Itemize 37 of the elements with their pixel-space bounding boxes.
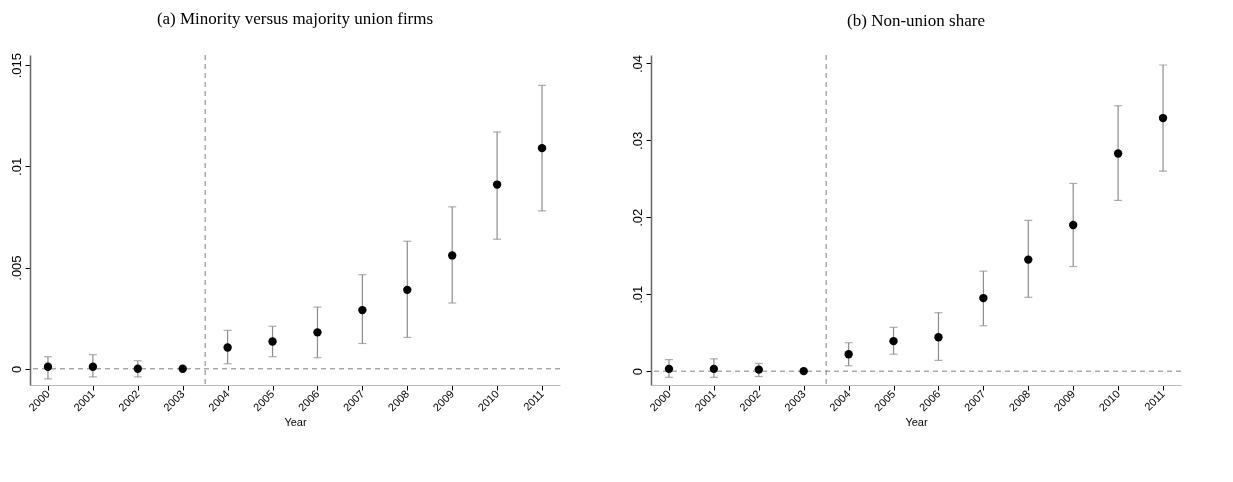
point bbox=[223, 343, 232, 352]
point bbox=[934, 333, 943, 342]
y-tick-label: 0 bbox=[8, 365, 24, 373]
point bbox=[1069, 220, 1078, 230]
point bbox=[358, 305, 367, 315]
point bbox=[133, 364, 142, 373]
y-tick-label: .005 bbox=[8, 255, 24, 281]
point bbox=[844, 350, 853, 359]
point bbox=[313, 328, 322, 337]
x-axis-title: Year bbox=[284, 416, 307, 429]
y-tick-label: .01 bbox=[629, 285, 645, 304]
point bbox=[979, 293, 988, 303]
point bbox=[268, 337, 277, 346]
point bbox=[889, 336, 898, 346]
point bbox=[403, 285, 412, 295]
y-tick-label: .03 bbox=[629, 131, 645, 150]
point bbox=[1158, 113, 1168, 123]
point bbox=[1024, 255, 1033, 264]
point bbox=[1113, 149, 1123, 158]
y-tick-label: 0 bbox=[629, 368, 645, 376]
point bbox=[88, 362, 98, 371]
chart-title: (a) Minority versus majority union firms bbox=[156, 9, 434, 29]
point bbox=[43, 362, 53, 371]
point bbox=[492, 180, 502, 189]
y-tick-label: .04 bbox=[629, 54, 645, 73]
x-axis-title: Year bbox=[905, 416, 928, 429]
y-tick-label: .01 bbox=[8, 157, 24, 176]
y-tick-label: .015 bbox=[8, 52, 24, 79]
point bbox=[799, 366, 808, 376]
point bbox=[664, 364, 674, 374]
point bbox=[178, 364, 187, 373]
point bbox=[754, 365, 763, 374]
y-tick-label: .02 bbox=[629, 208, 645, 227]
point bbox=[709, 364, 719, 374]
point bbox=[448, 251, 457, 260]
chart-title: (b) Non-union share bbox=[847, 11, 985, 31]
point bbox=[537, 143, 547, 153]
